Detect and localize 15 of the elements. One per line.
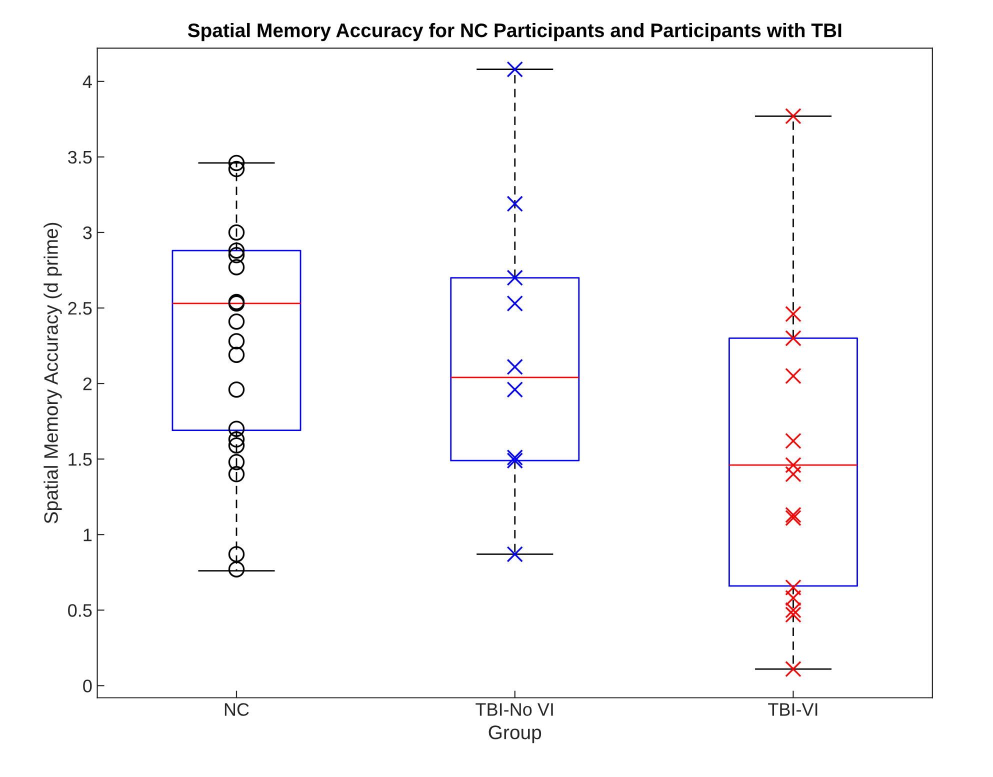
x-axis-title: Group — [488, 726, 542, 744]
x-tick-label: TBI-No VI — [476, 703, 553, 716]
y-tick-label: 4 — [82, 76, 92, 88]
chart-title: Spatial Memory Accuracy for NC Participants and Participants with TBI — [188, 22, 842, 42]
y-tick-label: 2.5 — [68, 302, 92, 315]
y-tick-label: 3 — [83, 226, 92, 240]
y-tick-label: 1 — [84, 528, 92, 542]
y-axis-title: Spatial Memory Accuracy (d prime) — [44, 222, 62, 524]
x-tick-label: NC — [224, 703, 249, 716]
y-tick-label: 1.5 — [68, 453, 92, 466]
x-tick-label: TBI-VI — [768, 703, 818, 716]
y-tick-label: 0.5 — [68, 604, 92, 617]
y-tick-label: 3.5 — [68, 150, 92, 164]
y-tick-label: 2 — [83, 377, 92, 390]
y-tick-label: 0 — [83, 680, 92, 692]
